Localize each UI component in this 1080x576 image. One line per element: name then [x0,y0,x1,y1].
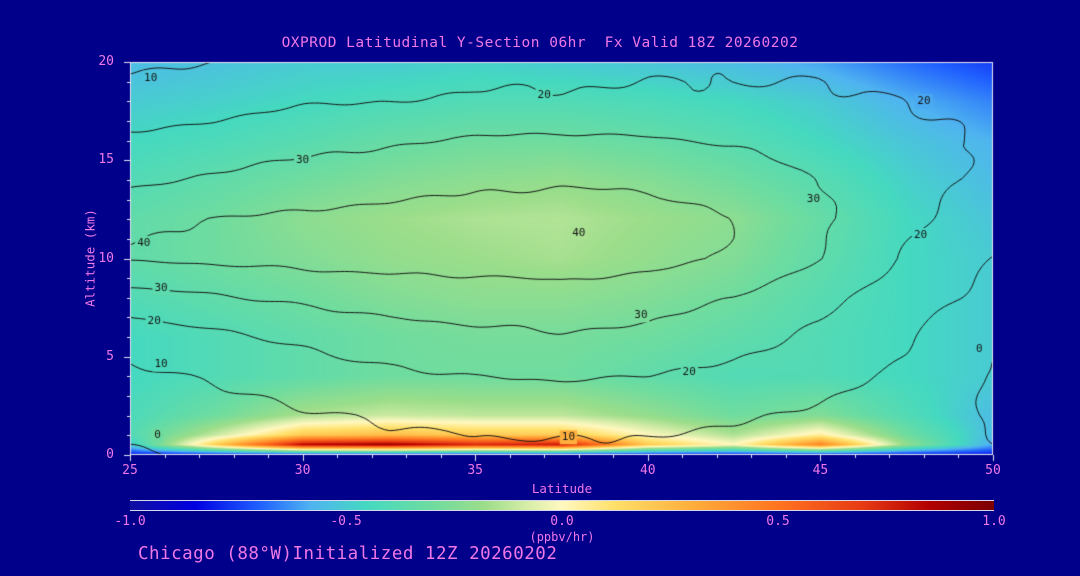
x-axis-title: Latitude [531,481,593,496]
footer-caption: Chicago (88°W)Initialized 12Z 20260202 [138,544,558,564]
y-tick-label: 15 [98,152,114,168]
y-tick-label: 20 [98,54,114,69]
colorbar [130,500,994,511]
colorbar-tick-label: 1.0 [982,514,1006,529]
x-tick-label: 45 [812,463,829,478]
x-tick-label: 40 [639,463,656,478]
y-tick-label: 5 [106,348,114,364]
y-tick-label: 10 [98,250,114,266]
colorbar-tick-label: -1.0 [114,514,146,529]
colorbar-unit-label: (ppbv/hr) [529,530,595,544]
colorbar-tick-label: 0.5 [766,514,790,529]
x-tick-label: 30 [294,463,311,478]
x-tick-label: 25 [122,463,138,478]
x-tick-label: 35 [467,463,484,478]
colorbar-tick-label: 0.0 [550,514,574,529]
colorbar-tick-label: -0.5 [330,514,362,529]
x-tick-label: 50 [985,463,1001,478]
y-tick-label: 0 [106,447,114,462]
chart-title: OXPROD Latitudinal Y-Section 06hr Fx Val… [281,35,799,51]
contour-plot-canvas [118,50,1005,467]
